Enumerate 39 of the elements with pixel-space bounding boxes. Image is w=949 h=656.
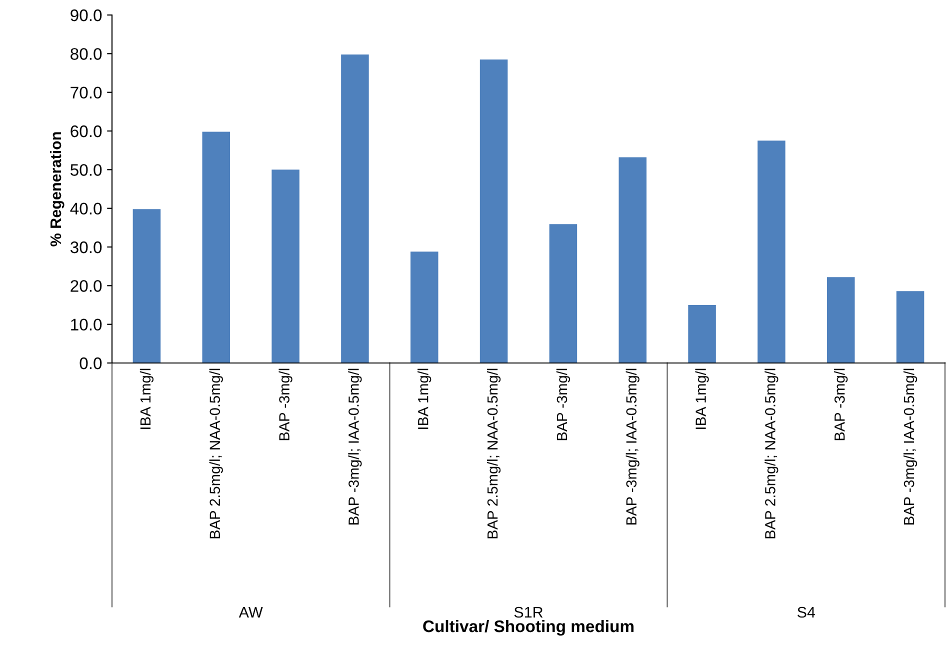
- bar: [826, 277, 855, 363]
- x-tick-label: BAP -3mg/l: [556, 368, 570, 440]
- bar: [410, 252, 438, 363]
- x-tick-label: BAP 2.5mg/l; NAA-0.5mg/l: [486, 368, 501, 538]
- x-tick-label: BAP -3mg/l; IAA-0.5mg/l: [626, 368, 640, 524]
- x-tick-label: BAP -3mg/l: [834, 368, 848, 440]
- y-tick-label: 40.0: [70, 202, 102, 215]
- x-tick-label: IBA 1mg/l: [418, 368, 432, 429]
- y-tick-label: 80.0: [70, 48, 102, 60]
- y-tick-label: 30.0: [70, 241, 102, 254]
- bar: [202, 132, 230, 363]
- x-tick-label: BAP -3mg/l; IAA-0.5mg/l: [348, 368, 362, 524]
- x-tick-label: BAP -3mg/l: [278, 368, 292, 440]
- bar: [132, 209, 161, 363]
- bar: [758, 140, 786, 363]
- x-axis-title: Cultivar/ Shooting medium: [423, 620, 634, 636]
- x-tick-label: BAP 2.5mg/l; NAA-0.5mg/l: [209, 368, 223, 538]
- bar: [618, 157, 647, 363]
- text: S4: [798, 606, 816, 618]
- bar: [896, 291, 924, 363]
- y-tick-label: 0.0: [80, 357, 102, 370]
- x-tick-label: BAP -3mg/l; IAA-0.5mg/l: [903, 368, 918, 524]
- y-tick-label: 70.0: [70, 86, 102, 99]
- y-tick-label: 50.0: [70, 164, 102, 176]
- text: AW: [238, 607, 263, 618]
- y-tick-label: 20.0: [70, 280, 102, 292]
- x-tick-label: BAP 2.5mg/l; NAA-0.5mg/l: [764, 368, 778, 538]
- bar: [341, 54, 369, 363]
- bar: [688, 305, 716, 363]
- bar: [480, 59, 508, 363]
- x-tick-label: IBA 1mg/l: [695, 368, 709, 429]
- text: S1R: [514, 606, 543, 618]
- y-tick-label: 10.0: [71, 318, 102, 331]
- y-axis-title: % Regeneration: [50, 132, 64, 246]
- y-tick-label: 90.0: [70, 9, 102, 22]
- bar: [272, 170, 300, 363]
- bar: [549, 224, 578, 363]
- y-tick-label: 60.0: [70, 125, 102, 138]
- x-tick-label: IBA 1mg/l: [140, 368, 154, 429]
